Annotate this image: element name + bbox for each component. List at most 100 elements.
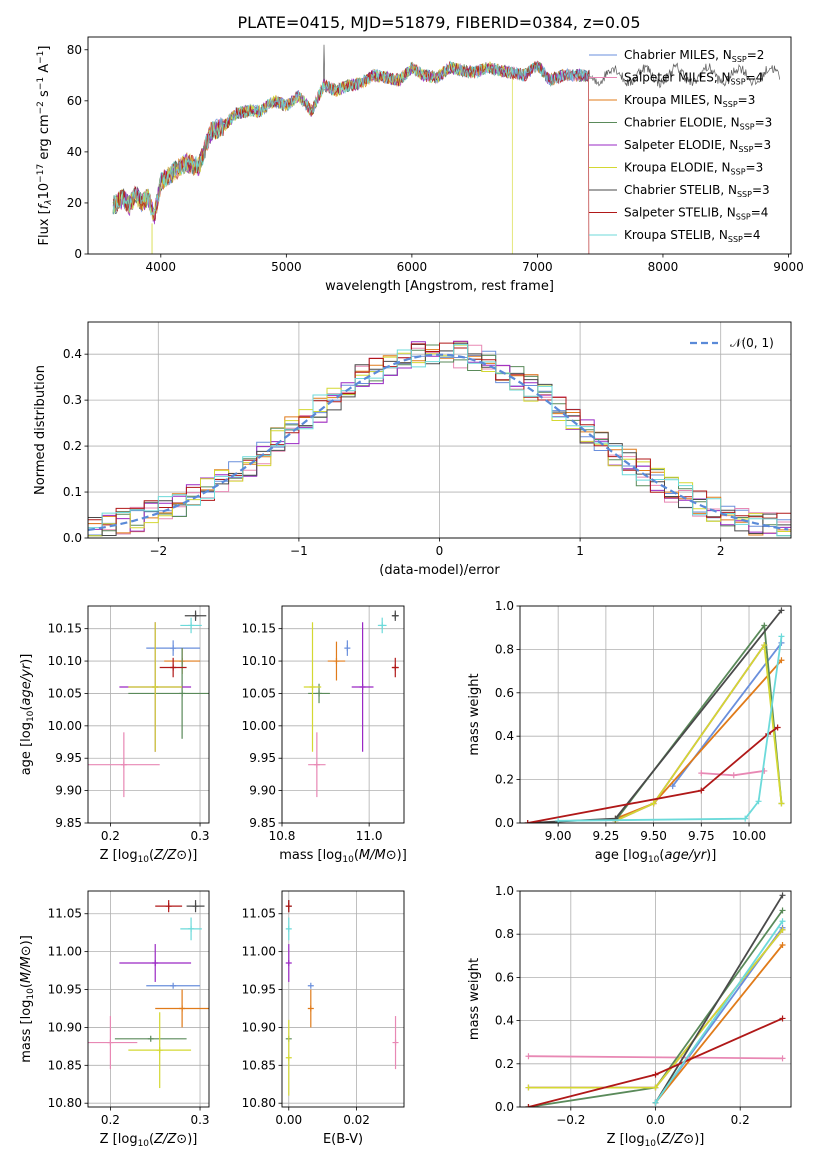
label-sub: SSP: [738, 145, 753, 154]
axes-frame: [87, 36, 792, 255]
label-part: 10: [37, 183, 52, 200]
data-point-marker: [778, 633, 785, 640]
label-part: Chabrier STELIB, N: [624, 183, 737, 197]
mass-weight-line: [615, 642, 783, 822]
label-part: ]: [37, 46, 52, 51]
label-part: Chabrier ELODIE, N: [624, 116, 740, 130]
data-point-marker: [152, 960, 159, 966]
data-point-marker: [698, 787, 705, 794]
legend-label: Salpeter MILES, NSSP=4: [624, 71, 763, 87]
y-tick-label: 11.05: [48, 907, 82, 921]
label-part: f: [37, 202, 52, 209]
y-tick-label: 9.90: [55, 784, 82, 798]
plot-area: [525, 892, 786, 1107]
legend-label: Chabrier STELIB, NSSP=3: [624, 183, 770, 199]
data-point-marker: [652, 1071, 659, 1078]
y-tick-label: 0.0: [495, 816, 514, 830]
label-part: Z/Z⊙: [153, 848, 187, 863]
y-axis-label: mass weight: [467, 673, 482, 755]
x-axis-label: age [log10(age/yr)]: [595, 848, 717, 865]
x-tick-label: −2: [149, 544, 167, 558]
y-tick-label: 80: [67, 43, 82, 57]
data-point-marker: [779, 1055, 786, 1062]
mass-weight-line: [527, 609, 783, 823]
y-tick-label: 10.85: [242, 1058, 276, 1072]
y-tick-label: 0.8: [495, 927, 514, 941]
data-point-marker: [761, 642, 768, 649]
y-tick-label: 0.1: [63, 485, 82, 499]
x-tick-label: 9000: [773, 260, 804, 274]
data-point-marker: [313, 761, 320, 768]
y-tick-label: 10.85: [48, 1058, 82, 1072]
x-tick-label: 0.00: [275, 1113, 302, 1127]
data-point-marker: [192, 612, 199, 619]
axes-frame: [519, 890, 792, 1108]
y-tick-label: 9.95: [249, 751, 276, 765]
label-part: Salpeter ELODIE, N: [624, 138, 738, 152]
y-axis-label: Normed distribution: [33, 365, 48, 495]
data-point-marker: [170, 982, 177, 989]
label-sub: SSP: [740, 123, 755, 132]
data-point-marker: [333, 658, 340, 665]
y-axis-label: mass [log10(M/M⊙)]: [19, 935, 36, 1063]
mass-weight-line: [528, 1055, 783, 1060]
label-part: (: [149, 1132, 154, 1147]
data-point-marker: [309, 683, 316, 690]
x-tick-label: 10.8: [269, 829, 296, 843]
y-tick-label: 10.95: [48, 983, 82, 997]
label-sub: SSP: [731, 168, 746, 177]
data-point-marker: [779, 926, 786, 933]
label-sub: SSP: [731, 78, 746, 87]
grid: [520, 605, 791, 824]
x-tick-label: 9.50: [640, 829, 667, 843]
x-axis-label: Z [log10(Z/Z⊙)]: [607, 1132, 705, 1149]
data-point-marker: [307, 1005, 314, 1012]
label-part: (: [19, 706, 34, 711]
y-tick-label: 9.85: [249, 816, 276, 830]
data-point-marker: [778, 607, 785, 614]
label-part: )]: [397, 848, 407, 863]
legend-label: Salpeter STELIB, NSSP=4: [624, 206, 768, 222]
data-point-marker: [392, 664, 399, 671]
histogram-step-line: [88, 344, 791, 537]
legend-label: Chabrier ELODIE, NSSP=3: [624, 116, 772, 132]
legend-label: Kroupa STELIB, NSSP=4: [624, 228, 761, 244]
label-part: mass [log: [19, 1000, 34, 1063]
data-point-marker: [147, 1035, 154, 1042]
data-point-marker: [392, 1039, 399, 1046]
x-tick-label: 2: [717, 544, 725, 558]
label-sub: 10: [645, 1139, 657, 1149]
data-point-marker: [307, 982, 314, 989]
grid: [88, 891, 209, 1107]
mass-weight-line: [654, 894, 784, 1104]
plot-area: [524, 607, 785, 823]
label-part: )]: [694, 1132, 704, 1147]
y-tick-label: 0.2: [63, 439, 82, 453]
x-tick-label: 1: [576, 544, 584, 558]
axes-frame: [519, 605, 792, 824]
label-part: s: [37, 90, 52, 101]
y-tick-label: 0.0: [63, 531, 82, 545]
label-part: =4: [743, 228, 761, 242]
label-part: age/yr: [19, 662, 34, 705]
y-tick-label: 0.4: [495, 729, 514, 743]
legend-label: Kroupa MILES, NSSP=3: [624, 93, 755, 109]
data-point-marker: [779, 892, 786, 899]
legend-label: Chabrier MILES, NSSP=2: [624, 48, 764, 64]
y-tick-label: 0.8: [495, 642, 514, 656]
data-point-marker: [170, 645, 177, 652]
label-part: (: [354, 848, 359, 863]
label-sub: SSP: [736, 213, 751, 222]
age_vs_mass-panel: 10.8 11.0 9.85 9.90 9.95 10.00 10.05 10.10 10.15…: [242, 605, 407, 865]
axes-frame: [281, 890, 405, 1108]
label-part: Kroupa MILES, N: [624, 93, 723, 107]
y-tick-label: 1.0: [495, 599, 514, 613]
x-axis-label: mass [log10(M/M⊙)]: [279, 848, 407, 865]
data-point-marker: [524, 820, 531, 823]
label-sub: SSP: [723, 100, 738, 109]
label-part: Kroupa ELODIE, N: [624, 161, 731, 175]
data-point-marker: [525, 1053, 532, 1060]
y-tick-label: 10.05: [48, 686, 82, 700]
label-part: =3: [755, 116, 773, 130]
plot-area: [112, 44, 781, 254]
